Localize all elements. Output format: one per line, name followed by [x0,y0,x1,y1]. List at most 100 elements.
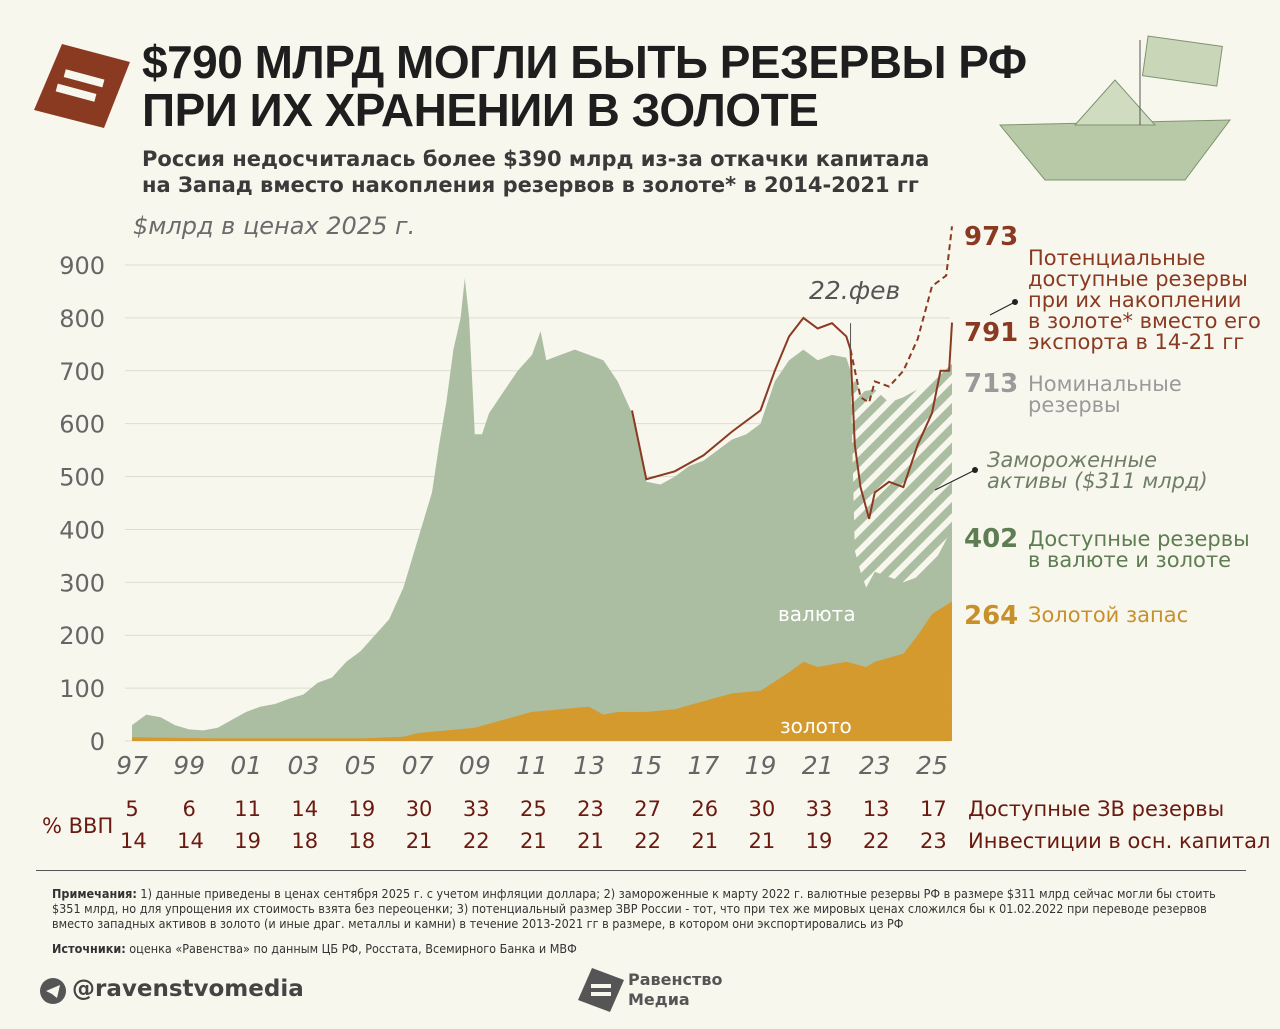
gdp-reserves-cell: 6 [182,797,196,821]
gdp-reserves-cell: 13 [862,797,890,821]
x-tick-label: 05 [345,751,377,780]
x-tick-label: 19 [745,751,777,780]
value-791: 791 [964,318,1019,348]
y-tick-label: 0 [90,728,105,756]
gdp-investment-cell: 19 [805,829,833,853]
label-line: Номинальные [1028,372,1182,396]
value-402: 402 [964,524,1019,554]
page-title: $790 МЛРД МОГЛИ БЫТЬ РЕЗЕРВЫ РФ ПРИ ИХ Х… [142,38,1027,134]
logo-line: Медиа [628,990,690,1009]
gdp-reserves-cell: 5 [125,797,139,821]
leader-potential [989,301,1016,316]
gdp-investment-cell: 21 [748,829,776,853]
sources-heading: Источники: [52,941,126,956]
potential-available-line [631,316,953,520]
leader-dot [1012,299,1018,305]
label-line: Замороженные [987,448,1157,472]
gdp-investment-cell: 22 [462,829,490,853]
y-tick-label: 200 [59,622,105,650]
gdp-investment-cell: 14 [120,829,147,853]
gdp-reserves-cell: 17 [919,797,947,821]
label-line: в валюте и золоте [1028,548,1231,572]
gdp-investment-cell: 23 [919,829,947,853]
divider [36,870,1246,871]
gdp-row2-label: Инвестиции в осн. капитал [968,829,1271,853]
gdp-row1-label: Доступные ЗВ резервы [968,797,1225,821]
label-available: Доступные резервы в валюте и золоте [1028,529,1250,571]
subtitle: Россия недосчиталась более $390 млрд из-… [142,146,929,198]
gdp-investment-cell: 14 [177,829,204,853]
value-264: 264 [964,601,1019,631]
y-tick-label: 400 [59,516,105,544]
money-boat-icon [998,35,1232,181]
gdp-reserves-cell: 30 [748,797,776,821]
x-tick-label: 01 [230,751,262,780]
label-line: Потенциальные [1028,246,1206,270]
x-tick-label: 99 [173,751,205,780]
telegram-icon [40,978,66,1004]
gdp-investment-cell: 21 [519,829,547,853]
value-713: 713 [964,369,1019,399]
label-line: при их накоплении [1028,288,1242,312]
sources-text: оценка «Равенства» по данным ЦБ РФ, Росс… [125,941,577,956]
gdp-investment-cell: 21 [405,829,433,853]
leader-frozen [934,469,976,491]
label-line: доступные резервы [1028,267,1248,291]
gdp-reserves-cell: 11 [234,797,261,821]
footer-logo-icon [578,968,624,1012]
social-handle-link[interactable]: @ravenstvomedia [72,976,304,1002]
label-gold: Золотой запас [1028,603,1189,627]
gdp-reserves-cell: 26 [691,797,719,821]
y-tick-label: 700 [59,358,105,386]
title-line: $790 МЛРД МОГЛИ БЫТЬ РЕЗЕРВЫ РФ [142,36,1027,88]
gdp-reserves-cell: 19 [348,797,376,821]
x-tick-label: 03 [288,751,320,780]
x-tick-label: 15 [630,751,662,780]
y-tick-label: 100 [59,675,105,703]
logo-line: Равенство [628,970,723,989]
gdp-reserves-cell: 14 [291,797,319,821]
label-nominal: Номинальные резервы [1028,374,1182,416]
x-tick-label: 23 [859,751,891,780]
label-line: активы ($311 млрд) [987,469,1208,493]
notes: Примечания: 1) данные приведены в ценах … [52,886,1232,956]
notes-heading: Примечания: [52,886,137,901]
value-973: 973 [964,222,1019,252]
label-line: в золоте* вместо его [1028,309,1261,333]
footer-logo-text: Равенство Медиа [628,970,722,1010]
gold-reserve-area [132,601,952,741]
gdp-reserves-cell: 23 [577,797,604,821]
gdp-reserves-cell: 33 [805,797,833,821]
label-frozen: Замороженные активы ($311 млрд) [987,450,1208,492]
gdp-investment-cell: 22 [634,829,661,853]
gdp-label: % ВВП [42,814,114,838]
x-tick-label: 11 [516,751,548,780]
leader-dot [972,467,978,473]
brand-logo-icon [34,44,130,128]
y-tick-label: 500 [59,464,105,492]
gdp-reserves-cell: 33 [462,797,490,821]
area-label-gold: золото [780,714,852,738]
gdp-investment-cell: 22 [862,829,890,853]
area-label-currency: валюта [778,602,856,626]
gdp-reserves-cell: 30 [405,797,433,821]
y-tick-label: 600 [59,411,105,439]
x-tick-label: 09 [459,751,491,780]
potential-total-dashed-line [849,226,953,405]
y-tick-label: 900 [59,252,105,280]
x-tick-label: 13 [573,751,605,780]
x-tick-label: 07 [402,751,434,780]
available-reserves-area [132,278,952,741]
x-tick-label: 21 [802,751,834,780]
date-annotation: 22.фев [809,276,901,305]
label-line: Доступные резервы [1028,527,1250,551]
title-line: ПРИ ИХ ХРАНЕНИИ В ЗОЛОТЕ [142,84,819,136]
gdp-investment-cell: 21 [577,829,604,853]
reserves-chart: 0 100 200 300 400 500 600 700 800 900 97 99 01 03 05 07… [59,226,1018,780]
gdp-investment-cell: 21 [691,829,719,853]
y-axis-label: $млрд в ценах 2025 г. [133,212,416,240]
notes-text: 1) данные приведены в ценах сентября 202… [52,886,1216,931]
subtitle-line: Россия недосчиталась более $390 млрд из-… [142,147,930,171]
x-tick-label: 97 [116,751,148,780]
